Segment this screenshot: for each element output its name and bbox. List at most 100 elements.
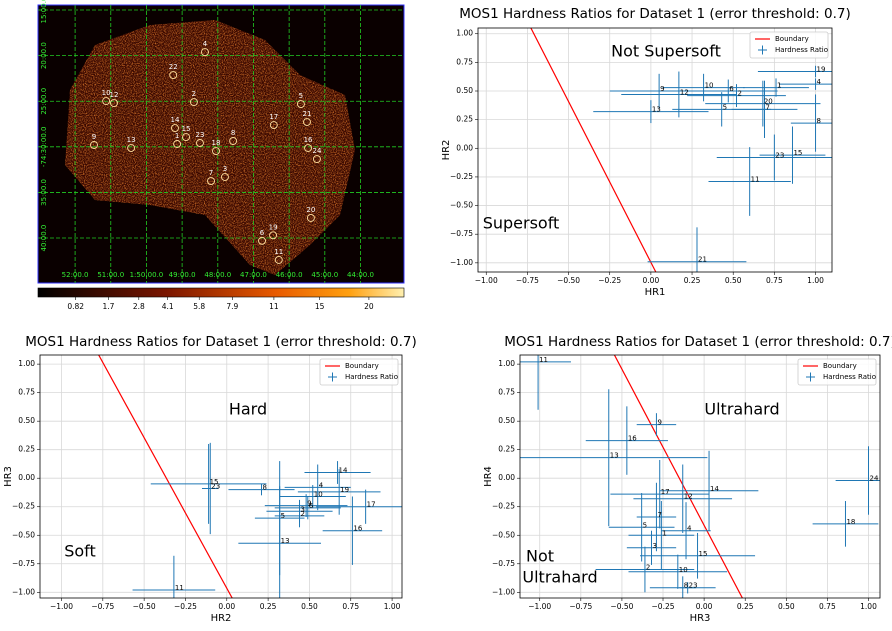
- x-tick-label: −1.00: [475, 276, 498, 285]
- point-label: 24: [869, 474, 878, 482]
- source-label: 7: [209, 169, 213, 177]
- y-tick-label: −1.00: [450, 258, 473, 267]
- chart-title: MOS1 Hardness Ratios for Dataset 1 (erro…: [25, 334, 417, 350]
- point-label: 1: [662, 529, 666, 537]
- source-label: 8: [231, 129, 235, 137]
- point-label: 11: [175, 584, 184, 592]
- point-label: 14: [339, 467, 348, 475]
- colorbar-label: 2.8: [133, 302, 145, 311]
- y-tick-label: −0.75: [450, 229, 473, 238]
- source-label: 13: [127, 136, 136, 144]
- point-label: 8: [262, 484, 266, 492]
- x-tick-label: 0.25: [260, 602, 277, 611]
- dec-label: -74:30:00.0: [40, 126, 48, 167]
- annotation: Ultrahard: [704, 400, 779, 419]
- point-label: 16: [353, 525, 362, 533]
- y-tick-label: −0.25: [12, 502, 35, 511]
- x-tick-label: 1.00: [384, 602, 401, 611]
- axes-frame: [520, 355, 880, 598]
- x-tick-label: 0.50: [725, 276, 742, 285]
- point-label: 4: [319, 481, 324, 489]
- x-tick-label: −0.75: [516, 276, 539, 285]
- colorbar-label: 20: [364, 302, 374, 311]
- x-tick-label: 0.75: [766, 276, 783, 285]
- source-label: 4: [203, 40, 208, 48]
- x-tick-label: 0.00: [218, 602, 235, 611]
- point-label: 6: [309, 502, 314, 510]
- point-label: 5: [281, 512, 285, 520]
- y-tick-label: 1.00: [18, 359, 35, 368]
- annotation: Not: [526, 547, 554, 566]
- legend-label: Hardness Ratio: [775, 46, 828, 54]
- point-label: 7: [657, 511, 661, 519]
- source-label: 2: [192, 90, 196, 98]
- point-label: 14: [710, 485, 719, 493]
- x-tick-label: 1.00: [860, 602, 877, 611]
- ra-label: 45:00.0: [311, 271, 338, 279]
- annotation: Supersoft: [483, 214, 560, 233]
- ra-label: 49:00.0: [169, 271, 196, 279]
- point-label: 5: [643, 521, 647, 529]
- x-tick-label: 0.50: [778, 602, 795, 611]
- ra-label: 48:00.0: [204, 271, 231, 279]
- y-tick-label: 0.25: [18, 445, 35, 454]
- point-label: 8: [817, 117, 821, 125]
- ra-label: 47:00.0: [240, 271, 267, 279]
- figure: 52:00.051:00.01:50:00.049:00.048:00.047:…: [0, 0, 892, 631]
- source-label: 1: [175, 132, 179, 140]
- source-label: 3: [223, 165, 227, 173]
- y-tick-label: −0.50: [492, 530, 515, 539]
- chart-title: MOS1 Hardness Ratios for Dataset 1 (erro…: [459, 6, 851, 22]
- legend-label: Hardness Ratio: [345, 373, 398, 381]
- point-label: 19: [340, 486, 349, 494]
- ra-label: 44:00.0: [347, 271, 374, 279]
- y-tick-label: 0.50: [456, 86, 473, 95]
- y-tick-label: 0.00: [18, 473, 35, 482]
- x-tick-label: 0.50: [301, 602, 318, 611]
- source-label: 17: [269, 113, 278, 121]
- y-tick-label: 1.00: [456, 29, 473, 38]
- y-tick-label: 0.75: [456, 57, 473, 66]
- y-tick-label: −0.50: [12, 530, 35, 539]
- point-label: 18: [846, 518, 855, 526]
- y-tick-label: 0.25: [456, 115, 473, 124]
- point-label: 19: [817, 66, 826, 74]
- dec-label: 15:00.0: [40, 0, 48, 23]
- colorbar: [38, 288, 404, 297]
- x-tick-label: −0.25: [652, 602, 675, 611]
- source-label: 19: [269, 223, 278, 231]
- x-tick-label: −0.50: [610, 602, 633, 611]
- x-tick-label: −0.25: [598, 276, 621, 285]
- source-label: 24: [312, 147, 321, 155]
- x-tick-label: −1.00: [528, 602, 551, 611]
- y-tick-label: 0.00: [456, 143, 473, 152]
- y-tick-label: 0.75: [498, 388, 515, 397]
- dec-label: 25:00.0: [40, 88, 48, 115]
- point-label: 9: [660, 85, 664, 93]
- y-tick-label: 0.25: [498, 445, 515, 454]
- y-tick-label: 0.50: [18, 416, 35, 425]
- legend-label: Boundary: [775, 35, 809, 43]
- dec-label: 20:00.0: [40, 42, 48, 69]
- point-label: 13: [610, 452, 619, 460]
- source-label: 22: [169, 63, 178, 71]
- chart-title: MOS1 Hardness Ratios for Dataset 1 (erro…: [504, 334, 892, 350]
- ra-label: 51:00.0: [97, 271, 124, 279]
- source-label: 11: [274, 248, 283, 256]
- y-axis-label: HR4: [483, 466, 494, 487]
- y-tick-label: −0.50: [450, 201, 473, 210]
- point-label: 4: [817, 78, 822, 86]
- point-label: 10: [314, 490, 323, 498]
- point-label: 5: [723, 103, 727, 111]
- point-label: 21: [698, 256, 707, 264]
- source-label: 14: [171, 116, 180, 124]
- y-tick-label: −0.25: [492, 502, 515, 511]
- annotation: Not Supersoft: [611, 42, 721, 61]
- y-tick-label: 0.50: [498, 416, 515, 425]
- colorbar-label: 11: [269, 302, 279, 311]
- y-tick-label: 0.75: [18, 388, 35, 397]
- point-label: 11: [539, 356, 548, 364]
- dec-label: 35:00.0: [40, 179, 48, 206]
- point-label: 16: [628, 435, 637, 443]
- colorbar-label: 5.8: [193, 302, 205, 311]
